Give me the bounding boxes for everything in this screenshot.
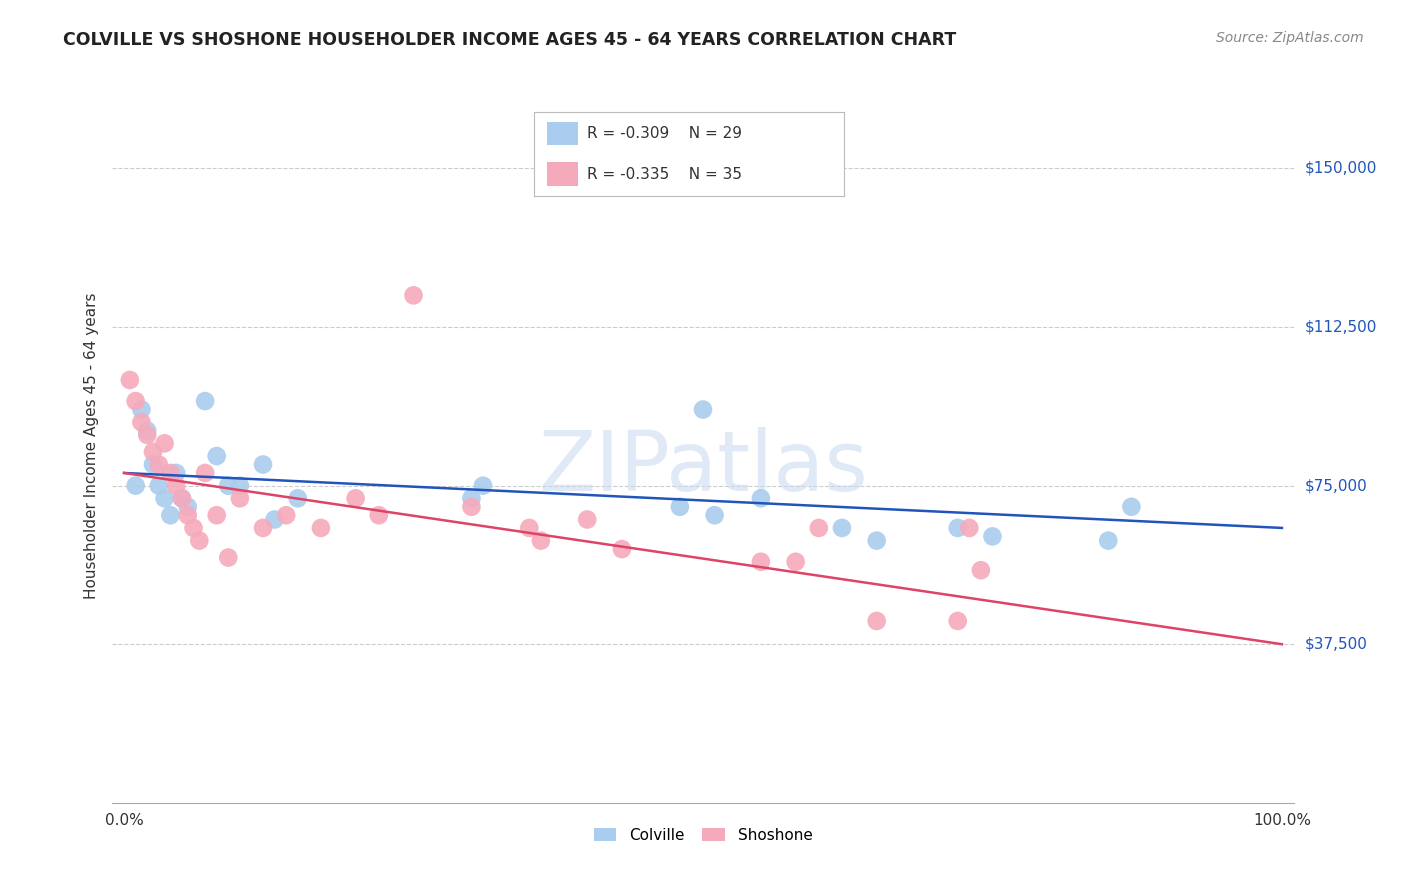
Point: [252, 458, 274, 472]
Text: ZIPatlas: ZIPatlas: [538, 427, 868, 508]
Point: [148, 458, 170, 472]
Point: [981, 529, 1004, 543]
Text: R = -0.309    N = 29: R = -0.309 N = 29: [586, 126, 742, 141]
Point: [460, 491, 482, 506]
Point: [131, 402, 153, 417]
Point: [309, 521, 332, 535]
Point: [970, 563, 993, 577]
Point: [194, 394, 217, 409]
Point: [136, 424, 159, 438]
Point: [946, 521, 969, 535]
Point: [205, 449, 228, 463]
Point: [287, 491, 309, 506]
Point: [472, 478, 495, 492]
Point: [344, 491, 367, 506]
Point: [517, 521, 540, 535]
Point: [749, 555, 772, 569]
Text: $112,500: $112,500: [1305, 319, 1376, 334]
Point: [276, 508, 298, 523]
Point: [703, 508, 725, 523]
Point: [177, 508, 200, 523]
Point: [610, 542, 633, 557]
Point: [785, 555, 807, 569]
Point: [131, 415, 153, 429]
Point: [188, 533, 211, 548]
Point: [124, 394, 146, 409]
Point: [831, 521, 853, 535]
Point: [153, 436, 176, 450]
Point: [229, 491, 252, 506]
Text: $37,500: $37,500: [1305, 637, 1368, 652]
Point: [118, 373, 141, 387]
Point: [153, 491, 176, 506]
Text: $75,000: $75,000: [1305, 478, 1368, 493]
Text: Source: ZipAtlas.com: Source: ZipAtlas.com: [1216, 31, 1364, 45]
Point: [159, 466, 181, 480]
Point: [170, 491, 193, 506]
Bar: [547, 121, 578, 145]
Bar: [547, 162, 578, 186]
Point: [170, 491, 193, 506]
Point: [217, 550, 239, 565]
Text: R = -0.335    N = 35: R = -0.335 N = 35: [586, 167, 742, 182]
Point: [957, 521, 980, 535]
Point: [1121, 500, 1143, 514]
Point: [205, 508, 228, 523]
Legend: Colville, Shoshone: Colville, Shoshone: [588, 822, 818, 848]
Point: [252, 521, 274, 535]
Point: [217, 478, 239, 492]
Text: $150,000: $150,000: [1305, 161, 1376, 176]
Point: [807, 521, 830, 535]
Point: [749, 491, 772, 506]
Point: [263, 512, 285, 526]
Point: [229, 478, 252, 492]
Point: [165, 478, 187, 492]
Point: [946, 614, 969, 628]
Text: COLVILLE VS SHOSHONE HOUSEHOLDER INCOME AGES 45 - 64 YEARS CORRELATION CHART: COLVILLE VS SHOSHONE HOUSEHOLDER INCOME …: [63, 31, 956, 49]
Point: [866, 533, 889, 548]
Point: [530, 533, 553, 548]
Point: [576, 512, 599, 526]
Y-axis label: Householder Income Ages 45 - 64 years: Householder Income Ages 45 - 64 years: [83, 293, 98, 599]
Point: [460, 500, 482, 514]
Point: [692, 402, 714, 417]
Point: [866, 614, 889, 628]
Point: [136, 428, 159, 442]
Point: [177, 500, 200, 514]
Point: [367, 508, 389, 523]
Point: [159, 508, 181, 523]
Point: [669, 500, 692, 514]
Point: [1097, 533, 1119, 548]
Point: [165, 466, 187, 480]
Point: [402, 288, 425, 302]
Point: [194, 466, 217, 480]
Point: [124, 478, 146, 492]
Point: [148, 478, 170, 492]
Point: [183, 521, 205, 535]
Point: [142, 458, 165, 472]
Point: [142, 445, 165, 459]
